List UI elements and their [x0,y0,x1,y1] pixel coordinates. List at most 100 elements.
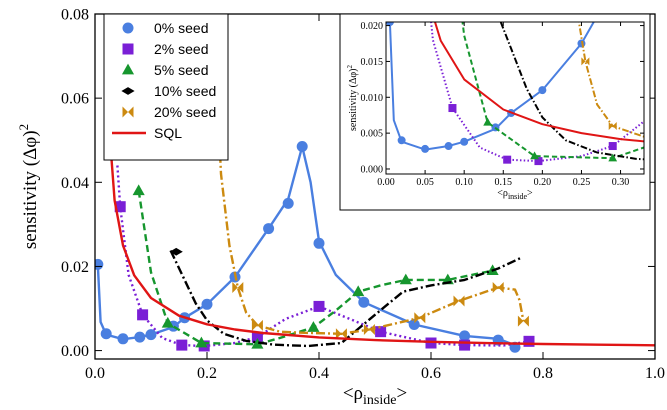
data-point-0pct-seed-4 [145,329,157,341]
inset-data-point-0pct-seed-2 [421,144,430,153]
legend-swatch-0pct-seed [122,22,134,34]
inset-y-tick-label: 0.000 [361,164,384,175]
inset-data-point-20pct-seed-1 [608,121,613,130]
data-point-2pct-seed-5 [313,300,325,312]
data-point-20pct-seed-7 [517,315,524,327]
inset-x-tick-label: 0.30 [612,177,630,188]
inset-y-tick-label: 0.015 [361,57,384,68]
plot-area [95,51,655,353]
data-point-2pct-seed-0 [114,201,126,213]
legend-swatch-20pct-seed-right [128,106,134,118]
inset-data-point-10pct-seed-0 [495,0,505,3]
inset-x-tick-label: 0.10 [455,177,473,188]
x-tick-label: 0.8 [533,365,553,382]
x-tick-label: 0.6 [421,365,441,382]
y-tick-label: 0.04 [61,175,89,192]
inset-data-point-20pct-seed-0 [581,57,586,66]
series-line-sql [108,140,655,347]
legend-label-0pct-seed: 0% seed [154,20,208,36]
inset-x-tick-label: 0.15 [495,177,513,188]
data-point-20pct-seed-6-right [498,281,504,293]
data-point-0pct-seed-3 [134,331,146,343]
data-point-0pct-seed-11 [296,141,308,153]
series-line-20pct-seed [214,51,525,335]
inset-x-tick-label: 0.25 [573,177,591,188]
inset-y-tick-label: 0.010 [361,93,384,104]
inset-x-axis-label: <ρinside> [497,188,533,201]
data-point-2pct-seed-1 [137,309,149,321]
inset-data-point-20pct-seed-1-right [612,121,617,130]
inset-series-line-sql [433,22,644,143]
inset-data-point-0pct-seed-4 [460,137,469,146]
inset-y-axis-label: sensitivity (Δφ)2 [346,65,359,131]
inset-data-point-5pct-seed-1 [483,117,493,126]
data-point-20pct-seed-3 [363,324,370,336]
x-axis-label: <ρinside> [343,383,407,408]
data-point-0pct-seed-1 [100,328,112,340]
legend-label-20pct-seed: 20% seed [154,104,216,120]
data-point-0pct-seed-12 [313,237,325,249]
data-point-0pct-seed-13 [358,296,370,308]
legend-box [103,13,229,161]
data-point-20pct-seed-1-right [257,319,263,331]
inset-x-tick-label: 0.20 [534,177,552,188]
data-point-0pct-seed-7 [201,298,213,310]
legend-swatch-20pct-seed [122,106,128,118]
legend-swatch-10pct-seed [121,87,135,95]
inset-plot-area [386,0,644,166]
legend-swatch-2pct-seed [122,43,134,55]
x-tick-label: 0.0 [85,365,105,382]
y-tick-label: 0.08 [61,7,89,24]
data-point-20pct-seed-2 [335,328,342,340]
inset-series-line-10pct-seed [499,22,644,161]
inset-data-point-0pct-seed-0 [386,22,394,26]
y-tick-label: 0.00 [61,343,89,360]
data-point-20pct-seed-0-right [237,281,244,293]
inset-x-tick-label: 0.00 [377,177,395,188]
inset-data-point-2pct-seed-1 [448,104,457,113]
inset-data-point-0pct-seed-3 [444,142,453,151]
data-point-20pct-seed-0 [232,281,238,293]
data-point-0pct-seed-10 [282,197,294,209]
inset-series-line-20pct-seed [577,22,644,138]
data-point-0pct-seed-2 [117,333,129,345]
x-tick-label: 0.4 [309,365,329,382]
series-line-0pct-seed [96,145,516,349]
x-tick-label: 0.2 [197,365,217,382]
y-axis-label: sensitivity (Δφ)2 [16,124,41,249]
data-point-20pct-seed-5-right [459,295,465,307]
data-point-10pct-seed-0 [169,247,183,256]
inset-data-point-0pct-seed-1 [397,136,406,145]
data-point-20pct-seed-5 [453,295,459,307]
data-point-20pct-seed-6 [492,281,499,293]
y-tick-label: 0.02 [61,259,89,276]
inset-y-tick-label: 0.020 [361,21,384,32]
data-point-2pct-seed-9 [523,335,535,347]
y-tick-label: 0.06 [61,91,89,108]
data-point-20pct-seed-4-right [419,312,426,324]
data-point-2pct-seed-8 [459,339,471,351]
data-point-5pct-seed-2 [195,336,208,348]
data-point-0pct-seed-9 [263,223,275,235]
data-point-5pct-seed-6 [399,273,412,285]
data-point-5pct-seed-0 [132,184,145,196]
data-point-2pct-seed-4 [251,331,263,343]
data-point-2pct-seed-2 [176,339,188,351]
inset-data-point-2pct-seed-3 [534,157,543,166]
data-point-0pct-seed-14 [408,319,420,330]
legend-label-sql: SQL [154,125,182,141]
data-point-20pct-seed-1 [251,319,258,331]
inset-x-tick-label: 0.05 [416,177,434,188]
data-point-2pct-seed-6 [375,326,387,338]
legend-label-10pct-seed: 10% seed [154,83,216,99]
data-point-20pct-seed-2-right [341,328,347,340]
data-point-5pct-seed-3 [251,337,264,349]
data-point-5pct-seed-5 [352,285,365,297]
legend-swatch-5pct-seed [121,63,135,75]
inset-data-point-2pct-seed-4 [608,142,617,151]
x-tick-label: 1.0 [645,365,665,382]
data-point-20pct-seed-7-right [523,315,529,327]
data-point-5pct-seed-1 [161,316,174,328]
data-point-0pct-seed-15 [459,330,471,342]
